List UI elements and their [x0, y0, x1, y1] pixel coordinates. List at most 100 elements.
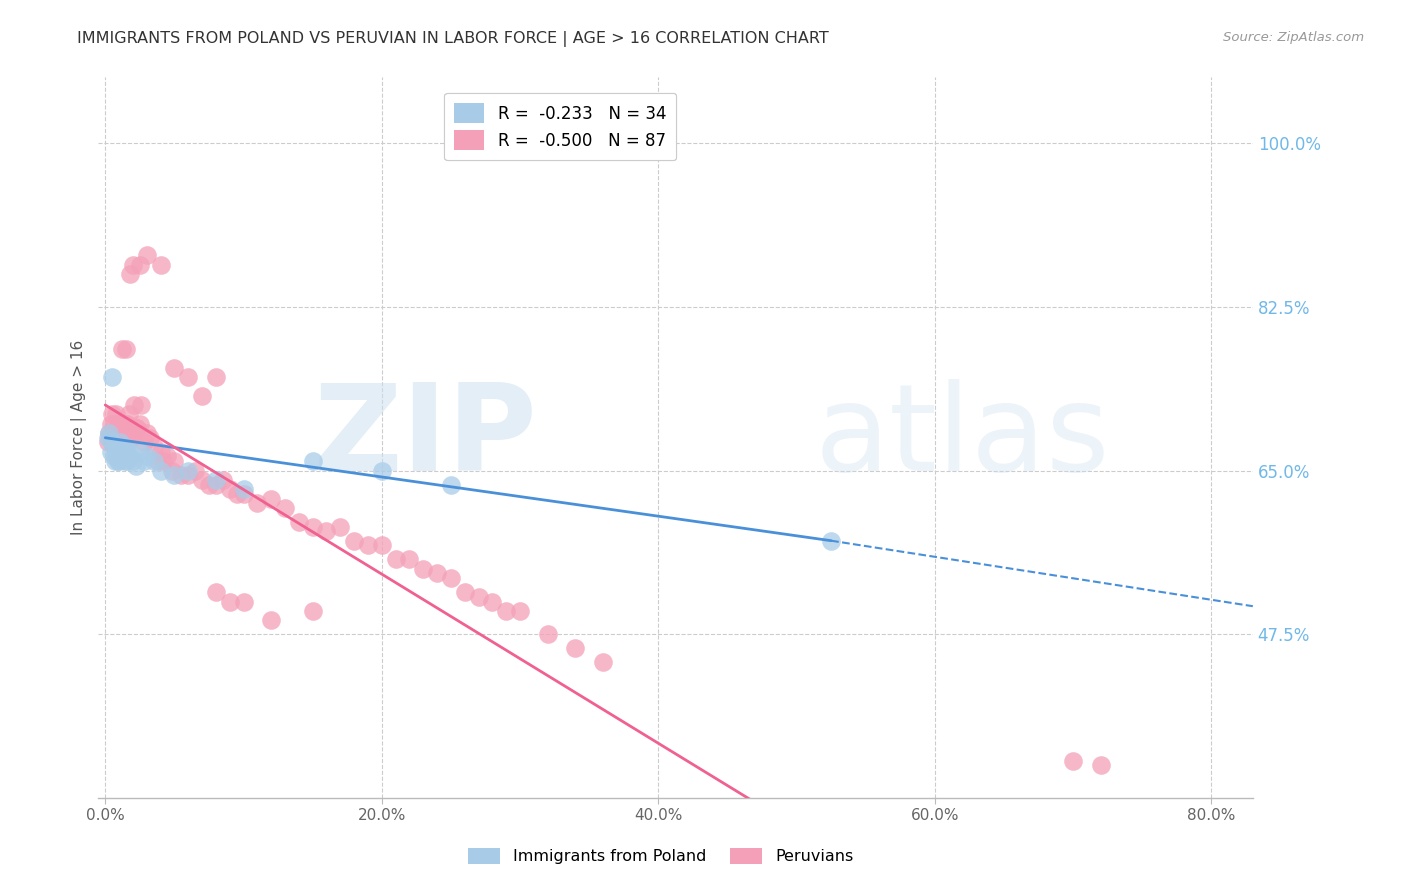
- Point: [118, 408, 141, 422]
- Point: [156, 450, 179, 464]
- Point: [98, 426, 121, 441]
- Point: [122, 454, 145, 468]
- Point: [177, 463, 200, 477]
- Point: [384, 552, 406, 566]
- Point: [122, 258, 145, 272]
- Point: [115, 342, 138, 356]
- Point: [246, 496, 269, 510]
- Point: [198, 477, 221, 491]
- Point: [440, 571, 463, 585]
- Point: [125, 421, 148, 435]
- Point: [149, 444, 172, 458]
- Legend: Immigrants from Poland, Peruvians: Immigrants from Poland, Peruvians: [463, 841, 859, 871]
- Point: [110, 435, 132, 450]
- Point: [120, 444, 142, 458]
- Point: [163, 468, 186, 483]
- Point: [191, 389, 214, 403]
- Point: [132, 454, 155, 468]
- Point: [111, 342, 134, 356]
- Point: [481, 594, 503, 608]
- Point: [170, 468, 193, 483]
- Point: [218, 594, 240, 608]
- Point: [260, 613, 283, 627]
- Point: [218, 482, 240, 496]
- Point: [111, 426, 134, 441]
- Point: [108, 417, 131, 431]
- Point: [132, 435, 155, 450]
- Point: [111, 450, 134, 464]
- Point: [112, 421, 135, 435]
- Point: [146, 454, 169, 468]
- Y-axis label: In Labor Force | Age > 16: In Labor Force | Age > 16: [72, 340, 87, 535]
- Point: [107, 421, 129, 435]
- Point: [125, 458, 148, 473]
- Point: [495, 604, 517, 618]
- Point: [177, 370, 200, 384]
- Point: [1062, 754, 1084, 768]
- Point: [97, 435, 120, 450]
- Point: [101, 435, 124, 450]
- Point: [592, 656, 614, 670]
- Point: [101, 408, 124, 422]
- Point: [152, 454, 174, 468]
- Point: [138, 431, 160, 445]
- Point: [105, 444, 128, 458]
- Point: [160, 463, 183, 477]
- Point: [110, 417, 132, 431]
- Point: [105, 408, 128, 422]
- Legend: R =  -0.233   N = 34, R =  -0.500   N = 87: R = -0.233 N = 34, R = -0.500 N = 87: [444, 93, 676, 161]
- Point: [205, 370, 228, 384]
- Text: ZIP: ZIP: [314, 379, 537, 496]
- Point: [163, 360, 186, 375]
- Point: [135, 248, 157, 262]
- Point: [288, 515, 311, 529]
- Point: [115, 431, 138, 445]
- Point: [205, 585, 228, 599]
- Point: [820, 533, 842, 548]
- Point: [440, 477, 463, 491]
- Point: [128, 258, 150, 272]
- Point: [149, 258, 172, 272]
- Point: [135, 426, 157, 441]
- Point: [129, 398, 152, 412]
- Point: [100, 417, 122, 431]
- Point: [412, 562, 434, 576]
- Point: [149, 463, 172, 477]
- Point: [118, 450, 141, 464]
- Point: [315, 524, 337, 539]
- Point: [112, 444, 135, 458]
- Point: [205, 473, 228, 487]
- Point: [398, 552, 420, 566]
- Point: [274, 500, 297, 515]
- Point: [211, 473, 233, 487]
- Point: [103, 450, 125, 464]
- Point: [114, 417, 136, 431]
- Point: [98, 426, 121, 441]
- Point: [301, 454, 323, 468]
- Point: [120, 421, 142, 435]
- Point: [108, 440, 131, 454]
- Point: [371, 538, 394, 552]
- Point: [184, 463, 207, 477]
- Point: [97, 431, 120, 445]
- Point: [101, 370, 124, 384]
- Point: [117, 417, 139, 431]
- Point: [124, 398, 146, 412]
- Text: Source: ZipAtlas.com: Source: ZipAtlas.com: [1223, 31, 1364, 45]
- Point: [142, 440, 165, 454]
- Point: [537, 627, 560, 641]
- Point: [191, 473, 214, 487]
- Point: [260, 491, 283, 506]
- Point: [564, 641, 586, 656]
- Point: [232, 487, 254, 501]
- Point: [329, 519, 352, 533]
- Point: [104, 454, 127, 468]
- Point: [103, 417, 125, 431]
- Point: [100, 444, 122, 458]
- Point: [301, 604, 323, 618]
- Point: [467, 590, 489, 604]
- Point: [114, 454, 136, 468]
- Point: [125, 421, 148, 435]
- Point: [1090, 758, 1112, 772]
- Point: [371, 463, 394, 477]
